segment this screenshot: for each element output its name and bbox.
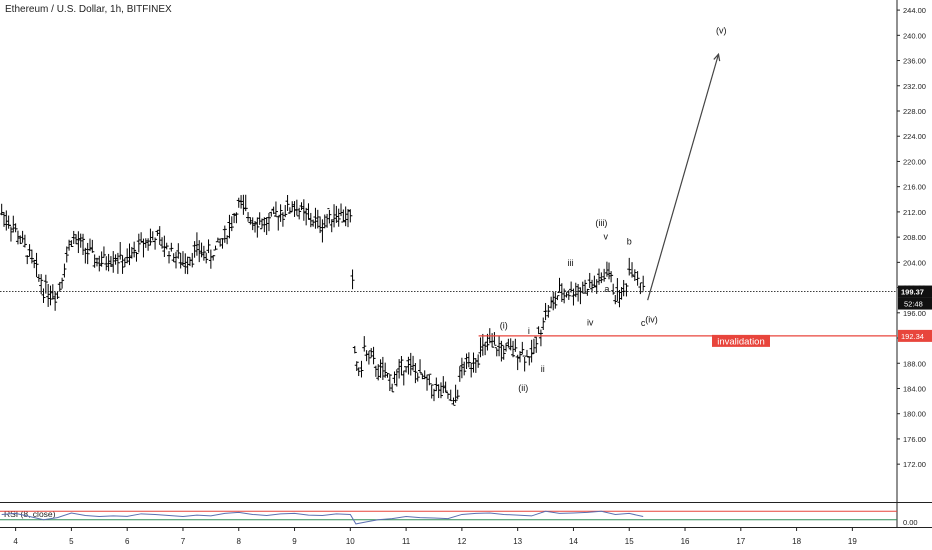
projection-arrow [647,54,720,301]
ohlc-bars [0,194,646,406]
wave-label: (iii) [595,218,607,228]
time-tick-label: 16 [681,537,690,546]
invalidation-price-label: 192.34 [901,332,924,341]
rsi-label: RSI (8, close) [4,509,56,519]
rsi-line [1,510,644,525]
price-tick-label: 224.00 [903,132,926,141]
time-tick-label: 7 [181,537,186,546]
price-tick-label: 232.00 [903,82,926,91]
time-tick-label: 11 [402,537,411,546]
time-tick-label: 12 [457,537,466,546]
time-tick-label: 10 [346,537,355,546]
price-tick-label: 220.00 [903,157,926,166]
time-tick-label: 19 [848,537,857,546]
wave-label: (ii) [518,383,528,393]
price-tick-label: 196.00 [903,309,926,318]
price-tick-label: 180.00 [903,410,926,419]
wave-label: b [627,237,632,247]
time-tick-label: 14 [569,537,578,546]
current-price-box [898,285,932,298]
wave-label: ii [541,364,545,374]
price-tick-label: 216.00 [903,183,926,192]
time-tick-label: 4 [13,537,18,546]
wave-label: (i) [500,321,508,331]
price-tick-label: 204.00 [903,258,926,267]
countdown-box [898,297,932,310]
price-tick-label: 172.00 [903,460,926,469]
current-price-label: 199.37 [901,288,924,297]
invalidation-tag: invalidation [717,336,765,347]
invalidation-price-box [898,329,932,342]
projection-arrowhead [713,52,721,62]
price-tick-label: 240.00 [903,31,926,40]
time-tick-label: 15 [625,537,634,546]
price-tick-label: 212.00 [903,208,926,217]
rsi-tick-label: 0.00 [903,518,918,527]
price-tick-label: 236.00 [903,57,926,66]
price-tick-label: 208.00 [903,233,926,242]
price-tick-label: 228.00 [903,107,926,116]
price-tick-label: 184.00 [903,384,926,393]
price-tick-label: 188.00 [903,359,926,368]
wave-label: iv [587,317,594,327]
wave-label: (iv) [645,314,658,324]
price-tick-label: 176.00 [903,435,926,444]
countdown-label: 52:48 [904,300,923,309]
wave-label: v [604,232,609,242]
time-tick-label: 17 [736,537,745,546]
chart-title: Ethereum / U.S. Dollar, 1h, BITFINEX [5,4,172,15]
wave-label: iii [568,258,574,268]
time-tick-label: 9 [292,537,297,546]
time-tick-label: 18 [792,537,801,546]
wave-label: i [528,326,530,336]
time-tick-label: 5 [69,537,74,546]
time-tick-label: 6 [125,537,130,546]
wave-label: (v) [716,25,727,35]
price-tick-label: 244.00 [903,6,926,15]
wave-label: a [604,284,609,294]
time-tick-label: 8 [237,537,242,546]
wave-label: c [641,318,646,328]
invalidation-tag-box [712,334,770,347]
time-tick-label: 13 [513,537,522,546]
